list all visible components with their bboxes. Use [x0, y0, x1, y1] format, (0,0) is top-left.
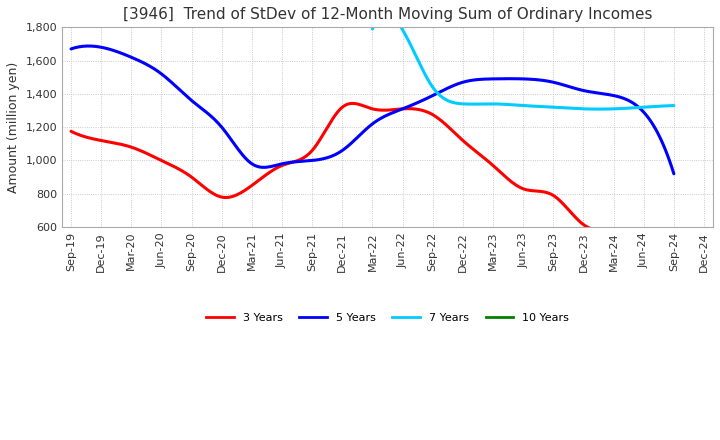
7 Years [594, 106, 603, 112]
3 Years [670, 236, 678, 242]
3 Years [67, 128, 76, 134]
7 Years [644, 104, 652, 110]
7 Years [670, 103, 678, 108]
5 Years [67, 46, 76, 51]
7 Years [368, 26, 377, 32]
3 Years [68, 130, 77, 135]
5 Years [438, 88, 446, 94]
5 Years [670, 171, 678, 176]
5 Years [577, 88, 585, 93]
3 Years [349, 101, 358, 106]
3 Years [438, 119, 446, 124]
5 Years [428, 93, 436, 99]
3 Years [577, 220, 585, 225]
3 Years [428, 112, 436, 117]
5 Years [426, 94, 434, 99]
5 Years [615, 94, 624, 99]
Line: 5 Years: 5 Years [71, 46, 674, 174]
7 Years [549, 105, 557, 110]
Line: 7 Years: 7 Years [372, 14, 674, 109]
7 Years [369, 24, 378, 29]
7 Years [548, 104, 557, 110]
7 Years [554, 105, 562, 110]
Title: [3946]  Trend of StDev of 12-Month Moving Sum of Ordinary Incomes: [3946] Trend of StDev of 12-Month Moving… [123, 7, 652, 22]
5 Years [85, 44, 94, 49]
7 Years [381, 11, 390, 17]
3 Years [615, 230, 624, 235]
7 Years [624, 106, 633, 111]
Line: 3 Years: 3 Years [71, 103, 674, 241]
3 Years [426, 110, 434, 116]
5 Years [68, 46, 77, 51]
Y-axis label: Amount (million yen): Amount (million yen) [7, 62, 20, 193]
Legend: 3 Years, 5 Years, 7 Years, 10 Years: 3 Years, 5 Years, 7 Years, 10 Years [202, 308, 574, 327]
3 Years [655, 238, 664, 243]
